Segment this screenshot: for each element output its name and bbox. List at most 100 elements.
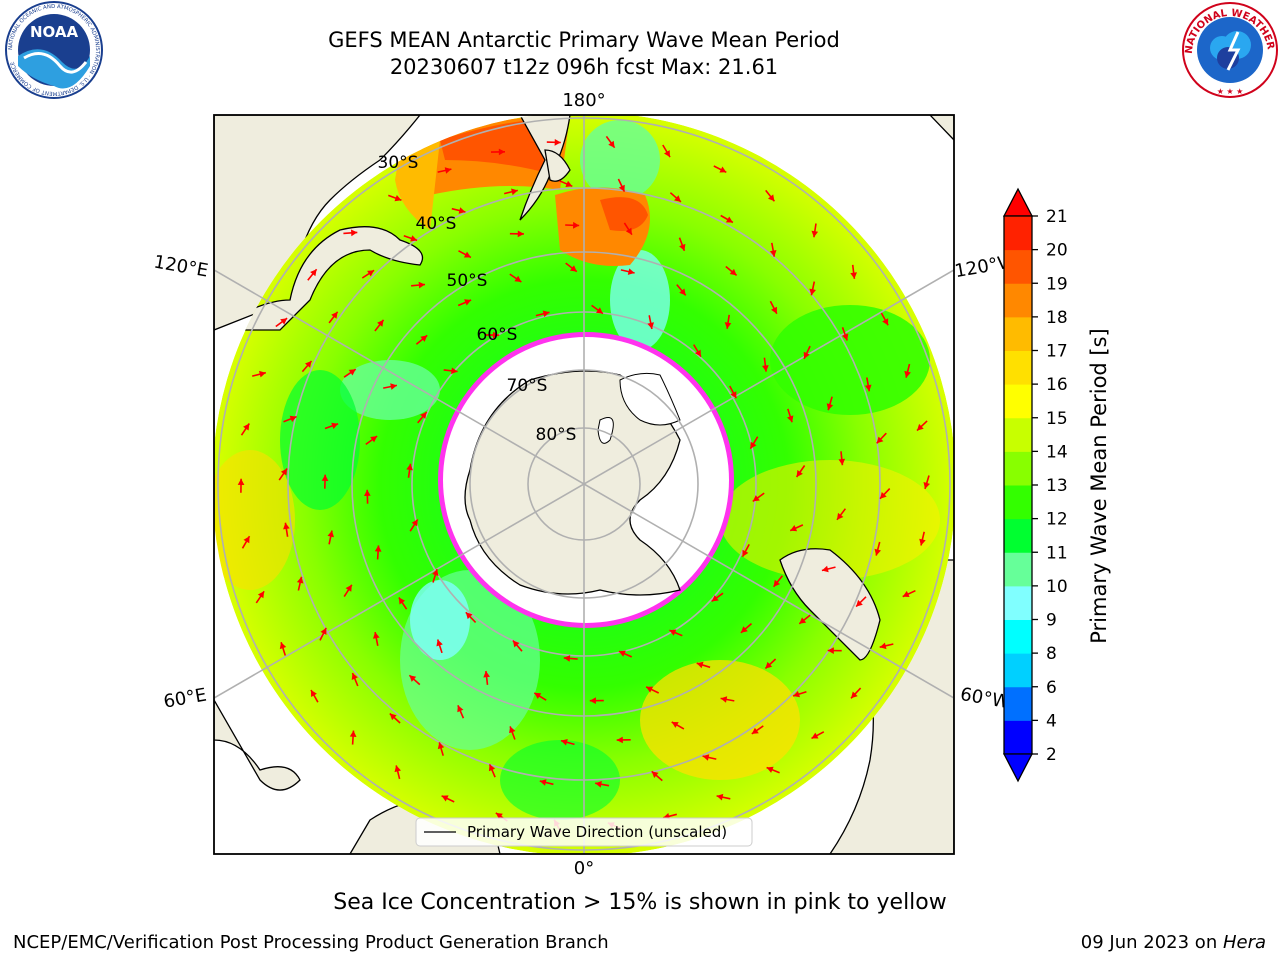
- wave-direction-arrowhead: [451, 367, 458, 375]
- wave-direction-arrowhead: [827, 647, 834, 654]
- wave-direction-arrowhead: [517, 230, 524, 238]
- wave-direction-arrowhead: [790, 525, 798, 532]
- wave-direction-arrowhead: [595, 781, 602, 788]
- wave-direction-arrowhead: [702, 754, 710, 761]
- wave-field-patches: [214, 115, 940, 820]
- wave-direction-arrowhead: [793, 690, 800, 698]
- noaa-logo-text: NOAA: [30, 23, 79, 41]
- wave-direction-arrowhead: [842, 333, 849, 341]
- colorbar-segment: [1004, 384, 1032, 419]
- colorbar-tick-label: 18: [1046, 308, 1068, 328]
- wave-direction-arrowhead: [771, 306, 777, 314]
- colorbar-tick-label: 11: [1046, 543, 1068, 563]
- wave-direction-arrowhead: [418, 281, 425, 289]
- wave-direction-arrowhead: [331, 422, 339, 429]
- wave-direction-arrowhead: [539, 779, 547, 786]
- wave-direction-arrowhead: [627, 268, 635, 275]
- wave-direction-arrowhead: [458, 207, 466, 214]
- colorbar-tick-label: 6: [1046, 678, 1057, 698]
- wave-direction-arrowhead: [257, 591, 265, 599]
- wave-direction-arrowhead: [390, 383, 397, 390]
- footer-date: 09 Jun 2023 on Hera: [1081, 932, 1266, 953]
- wave-direction-arrowhead: [563, 655, 571, 662]
- lat-label-40s: 40°S: [416, 214, 457, 234]
- wave-direction-arrowhead: [671, 722, 679, 728]
- wave-direction-arrowhead: [751, 727, 759, 734]
- land-masses: [214, 115, 881, 661]
- colorbar-segment: [1004, 485, 1032, 520]
- wave-direction-arrowhead: [457, 705, 464, 713]
- wave-direction-arrowhead: [669, 629, 677, 636]
- wave-direction-arrowhead: [720, 696, 728, 703]
- wave-direction-arrowhead: [374, 545, 382, 552]
- wave-direction-arrowhead: [694, 349, 701, 357]
- wave-direction-arrowhead: [651, 771, 659, 778]
- colorbar-segment: [1004, 552, 1032, 587]
- wave-direction-arrowhead: [919, 538, 926, 546]
- wave-direction-arrowhead: [664, 150, 670, 158]
- wave-direction-arrowhead: [809, 288, 816, 296]
- wave-direction-arrowhead: [420, 335, 428, 342]
- wave-direction-arrowhead: [465, 612, 473, 620]
- wave-direction-arrowhead: [394, 765, 401, 773]
- colorbar-tick-label: 16: [1046, 375, 1068, 395]
- wave-direction-arrowhead: [495, 812, 503, 820]
- colorbar-extend-min: [1002, 753, 1034, 783]
- colorbar-segment: [1004, 686, 1032, 721]
- ross-ice-shelf: [619, 372, 681, 426]
- wave-direction-arrowhead: [811, 732, 819, 739]
- map-plot-area: [214, 115, 954, 854]
- wave-direction-arrowhead: [345, 584, 352, 592]
- wave-direction-arrowhead: [880, 492, 887, 499]
- wave-direction-arrowhead: [618, 650, 626, 657]
- wave-direction-arrowhead: [327, 530, 334, 538]
- wave-direction-arrowhead: [740, 626, 748, 633]
- wave-direction-arrowhead: [432, 569, 439, 576]
- wave-direction-arrowhead: [696, 661, 704, 669]
- wave-direction-arrowhead: [902, 590, 910, 597]
- colorbar-segment: [1004, 653, 1032, 688]
- wave-direction-arrowhead: [876, 436, 884, 444]
- wave-direction-arrowhead: [389, 713, 397, 721]
- wave-direction-arrowhead: [373, 632, 380, 639]
- wave-direction-arrowhead: [589, 697, 596, 704]
- wave-direction-arrowhead: [320, 627, 327, 635]
- wave-direction-arrowhead: [917, 423, 924, 431]
- colorbar-tick-label: 8: [1046, 644, 1057, 664]
- wave-direction-arrowhead: [625, 227, 632, 235]
- wave-direction-arrowhead: [310, 269, 317, 277]
- wave-direction-arrowhead: [569, 265, 577, 272]
- colorbar-ticks: 2 4 6 8 9 10 11 12 13 14 15 16 17 18 19 20 21: [1032, 207, 1068, 765]
- wave-direction-arrowhead: [243, 423, 250, 431]
- wave-direction-arrowhead: [752, 495, 760, 502]
- colorbar-tick-label: 21: [1046, 207, 1068, 227]
- wave-direction-arrowhead: [561, 739, 568, 746]
- colorbar-segment: [1004, 350, 1032, 385]
- colorbar-segment: [1004, 417, 1032, 452]
- colorbar-segment: [1004, 316, 1032, 351]
- colorbar-tick-label: 12: [1046, 510, 1068, 530]
- wave-direction-arrowhead: [716, 793, 724, 801]
- wave-direction-arrowhead: [296, 576, 304, 584]
- wave-direction-arrowhead: [711, 595, 719, 602]
- wave-direction-arrowhead: [364, 489, 371, 496]
- lon-label-60e: 60°E: [162, 684, 208, 712]
- wave-direction-arrowhead: [679, 288, 686, 296]
- graticule: [214, 115, 954, 854]
- antarctica: [464, 370, 681, 596]
- wave-direction-arrowhead: [796, 470, 803, 477]
- wave-direction-arrowhead: [904, 370, 911, 378]
- wave-direction-arrowhead: [492, 331, 500, 339]
- colorbar-tick-label: 13: [1046, 476, 1068, 496]
- colorbar-tick-label: 17: [1046, 342, 1068, 362]
- lat-label-30s: 30°S: [378, 153, 419, 173]
- noaa-logo: NOAA NATIONAL OCEANIC AND ATMOSPHERIC AD…: [5, 1, 103, 99]
- colorbar-segment: [1004, 216, 1032, 251]
- colorbar-label: Primary Wave Mean Period [s]: [1087, 328, 1111, 644]
- wave-direction-arrowhead: [498, 148, 505, 156]
- wave-direction-arrowhead: [724, 322, 732, 329]
- wave-direction-arrowhead: [305, 361, 312, 368]
- wave-direction-arrowhead: [411, 519, 418, 527]
- lat-label-60s: 60°S: [477, 325, 518, 345]
